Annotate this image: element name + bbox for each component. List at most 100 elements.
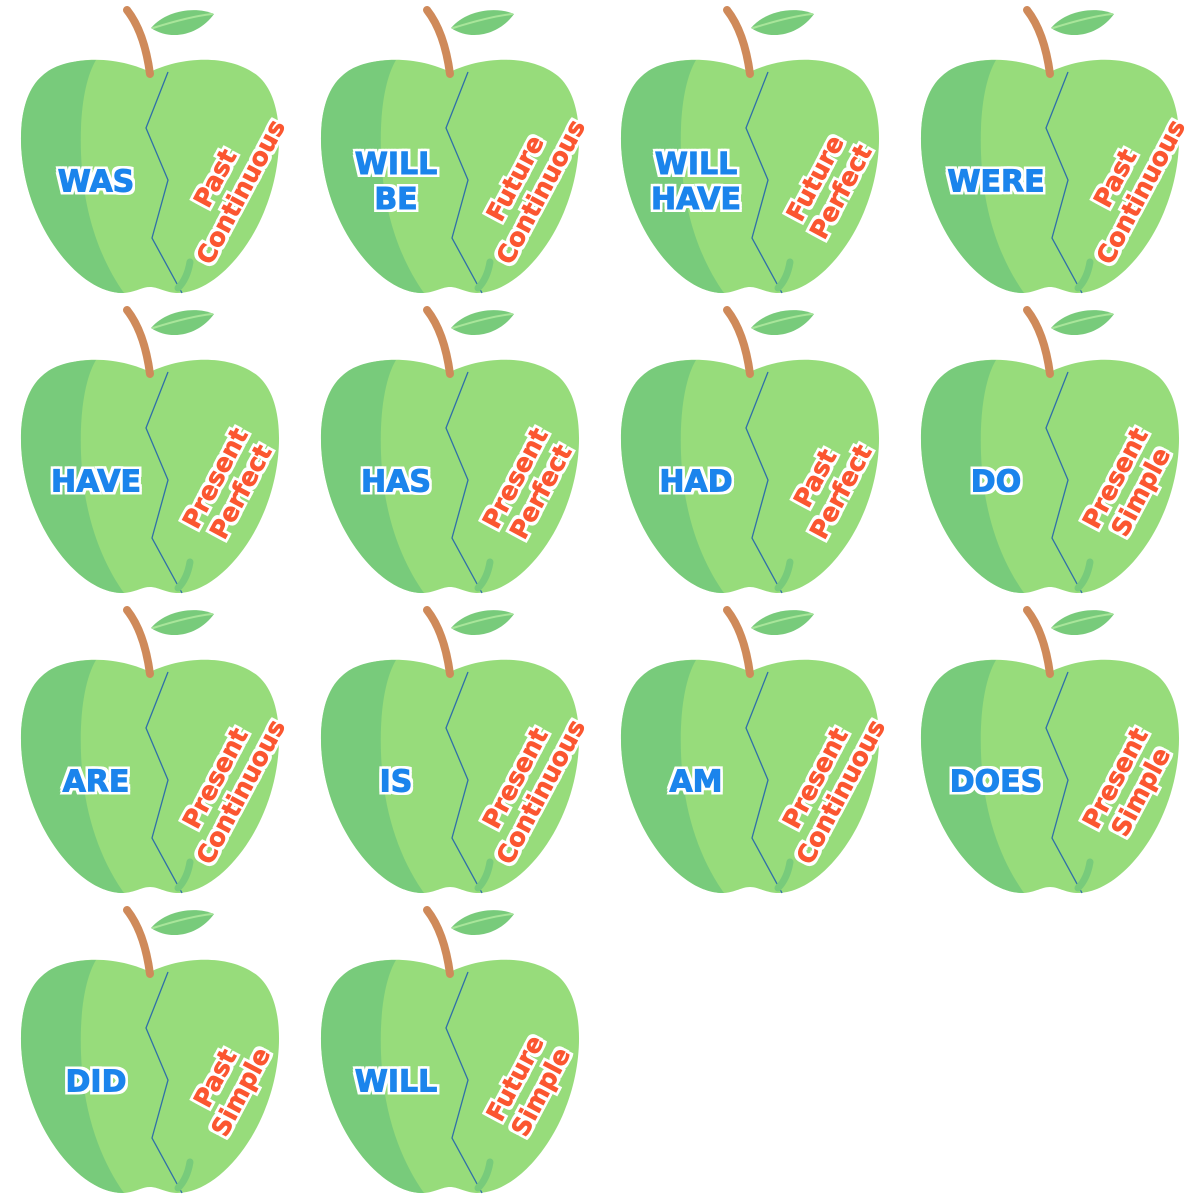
leaf-vein xyxy=(1052,613,1113,629)
verb-label: IS xyxy=(379,764,413,800)
apple-icon xyxy=(20,306,280,594)
apple-shadow-side xyxy=(920,660,1024,894)
apple-icon xyxy=(620,606,880,894)
stem-icon xyxy=(423,306,454,378)
apple-crack xyxy=(145,371,183,594)
leaf-icon xyxy=(151,610,214,636)
leaf-vein xyxy=(452,313,513,329)
apple-highlight xyxy=(1074,258,1094,292)
stem-icon xyxy=(723,6,754,78)
stem-icon xyxy=(1023,6,1054,78)
apple-highlight xyxy=(1074,558,1094,592)
apple-highlight xyxy=(174,858,194,892)
apple-icon xyxy=(20,6,280,294)
apple-crack xyxy=(145,71,183,294)
stem-icon xyxy=(123,606,154,678)
leaf-icon xyxy=(151,310,214,336)
apple-card[interactable]: IS Present Continuous xyxy=(300,600,600,900)
apple-card[interactable]: ARE Present Continuous xyxy=(0,600,300,900)
apple-crack xyxy=(1045,371,1083,594)
apple-card[interactable]: WAS Past Continuous xyxy=(0,0,300,300)
leaf-icon xyxy=(451,310,514,336)
apple-highlight xyxy=(174,1158,194,1192)
verb-label: ARE xyxy=(62,764,130,800)
apple-crack xyxy=(1045,671,1083,894)
apple-crack xyxy=(745,671,783,894)
leaf-vein xyxy=(752,613,813,629)
verb-label: WAS xyxy=(57,164,135,200)
leaf-icon xyxy=(751,10,814,36)
verb-label: DO xyxy=(970,464,1022,500)
apple-highlight xyxy=(774,858,794,892)
stem-icon xyxy=(123,6,154,78)
stem-icon xyxy=(1023,606,1054,678)
apple-shadow-side xyxy=(920,360,1024,594)
apple-shadow-side xyxy=(20,960,124,1194)
leaf-icon xyxy=(1051,610,1114,636)
apple-icon xyxy=(20,906,280,1194)
verb-label: WILL HAVE xyxy=(651,147,742,218)
apple-shadow-side xyxy=(320,660,424,894)
leaf-vein xyxy=(452,913,513,929)
apple-card[interactable]: AM Present Continuous xyxy=(600,600,900,900)
apple-crack xyxy=(445,371,483,594)
leaf-icon xyxy=(1051,310,1114,336)
apple-card[interactable]: DOES Present Simple xyxy=(900,600,1200,900)
apple-shadow-side xyxy=(20,660,124,894)
verb-label: WILL BE xyxy=(354,147,438,218)
verb-label: HAVE xyxy=(51,464,142,500)
apple-highlight xyxy=(774,258,794,292)
apple-highlight xyxy=(174,558,194,592)
apple-card[interactable]: DO Present Simple xyxy=(900,300,1200,600)
leaf-vein xyxy=(452,13,513,29)
leaf-vein xyxy=(152,613,213,629)
apple-shadow-side xyxy=(620,60,724,294)
verb-label: AM xyxy=(669,764,723,800)
apple-card[interactable]: WERE Past Continuous xyxy=(900,0,1200,300)
apple-crack xyxy=(745,71,783,294)
apple-crack xyxy=(445,71,483,294)
leaf-vein xyxy=(152,313,213,329)
stem-icon xyxy=(423,6,454,78)
apple-shadow-side xyxy=(320,60,424,294)
leaf-icon xyxy=(751,610,814,636)
apple-highlight xyxy=(474,858,494,892)
leaf-vein xyxy=(752,13,813,29)
verb-label: DOES xyxy=(949,764,1043,800)
verb-label: HAS xyxy=(361,464,432,500)
apple-icon xyxy=(20,606,280,894)
apple-card[interactable]: WILL Future Simple xyxy=(300,900,600,1200)
apple-shadow-side xyxy=(320,960,424,1194)
apple-card[interactable]: WILL HAVE Future Perfect xyxy=(600,0,900,300)
leaf-vein xyxy=(752,313,813,329)
apple-crack xyxy=(1045,71,1083,294)
apple-highlight xyxy=(1074,858,1094,892)
apple-highlight xyxy=(474,1158,494,1192)
apple-crack xyxy=(445,971,483,1194)
stem-icon xyxy=(123,306,154,378)
apple-shadow-side xyxy=(20,360,124,594)
apple-icon xyxy=(320,606,580,894)
apple-shadow-side xyxy=(920,60,1024,294)
apple-card[interactable]: DID Past Simple xyxy=(0,900,300,1200)
apple-shadow-side xyxy=(20,60,124,294)
apple-icon xyxy=(920,6,1180,294)
apple-card[interactable]: HAVE Present Perfect xyxy=(0,300,300,600)
leaf-icon xyxy=(451,910,514,936)
apple-highlight xyxy=(474,258,494,292)
apple-crack xyxy=(145,971,183,1194)
leaf-vein xyxy=(1052,13,1113,29)
stem-icon xyxy=(123,906,154,978)
apple-card[interactable]: HAD Past Perfect xyxy=(600,300,900,600)
stem-icon xyxy=(723,306,754,378)
apple-crack xyxy=(145,671,183,894)
apple-shadow-side xyxy=(620,660,724,894)
leaf-icon xyxy=(1051,10,1114,36)
apple-icon xyxy=(320,906,580,1194)
apple-card[interactable]: HAS Present Perfect xyxy=(300,300,600,600)
apple-icon xyxy=(920,606,1180,894)
apple-card[interactable]: WILL BE Future Continuous xyxy=(300,0,600,300)
leaf-icon xyxy=(751,310,814,336)
leaf-icon xyxy=(451,10,514,36)
